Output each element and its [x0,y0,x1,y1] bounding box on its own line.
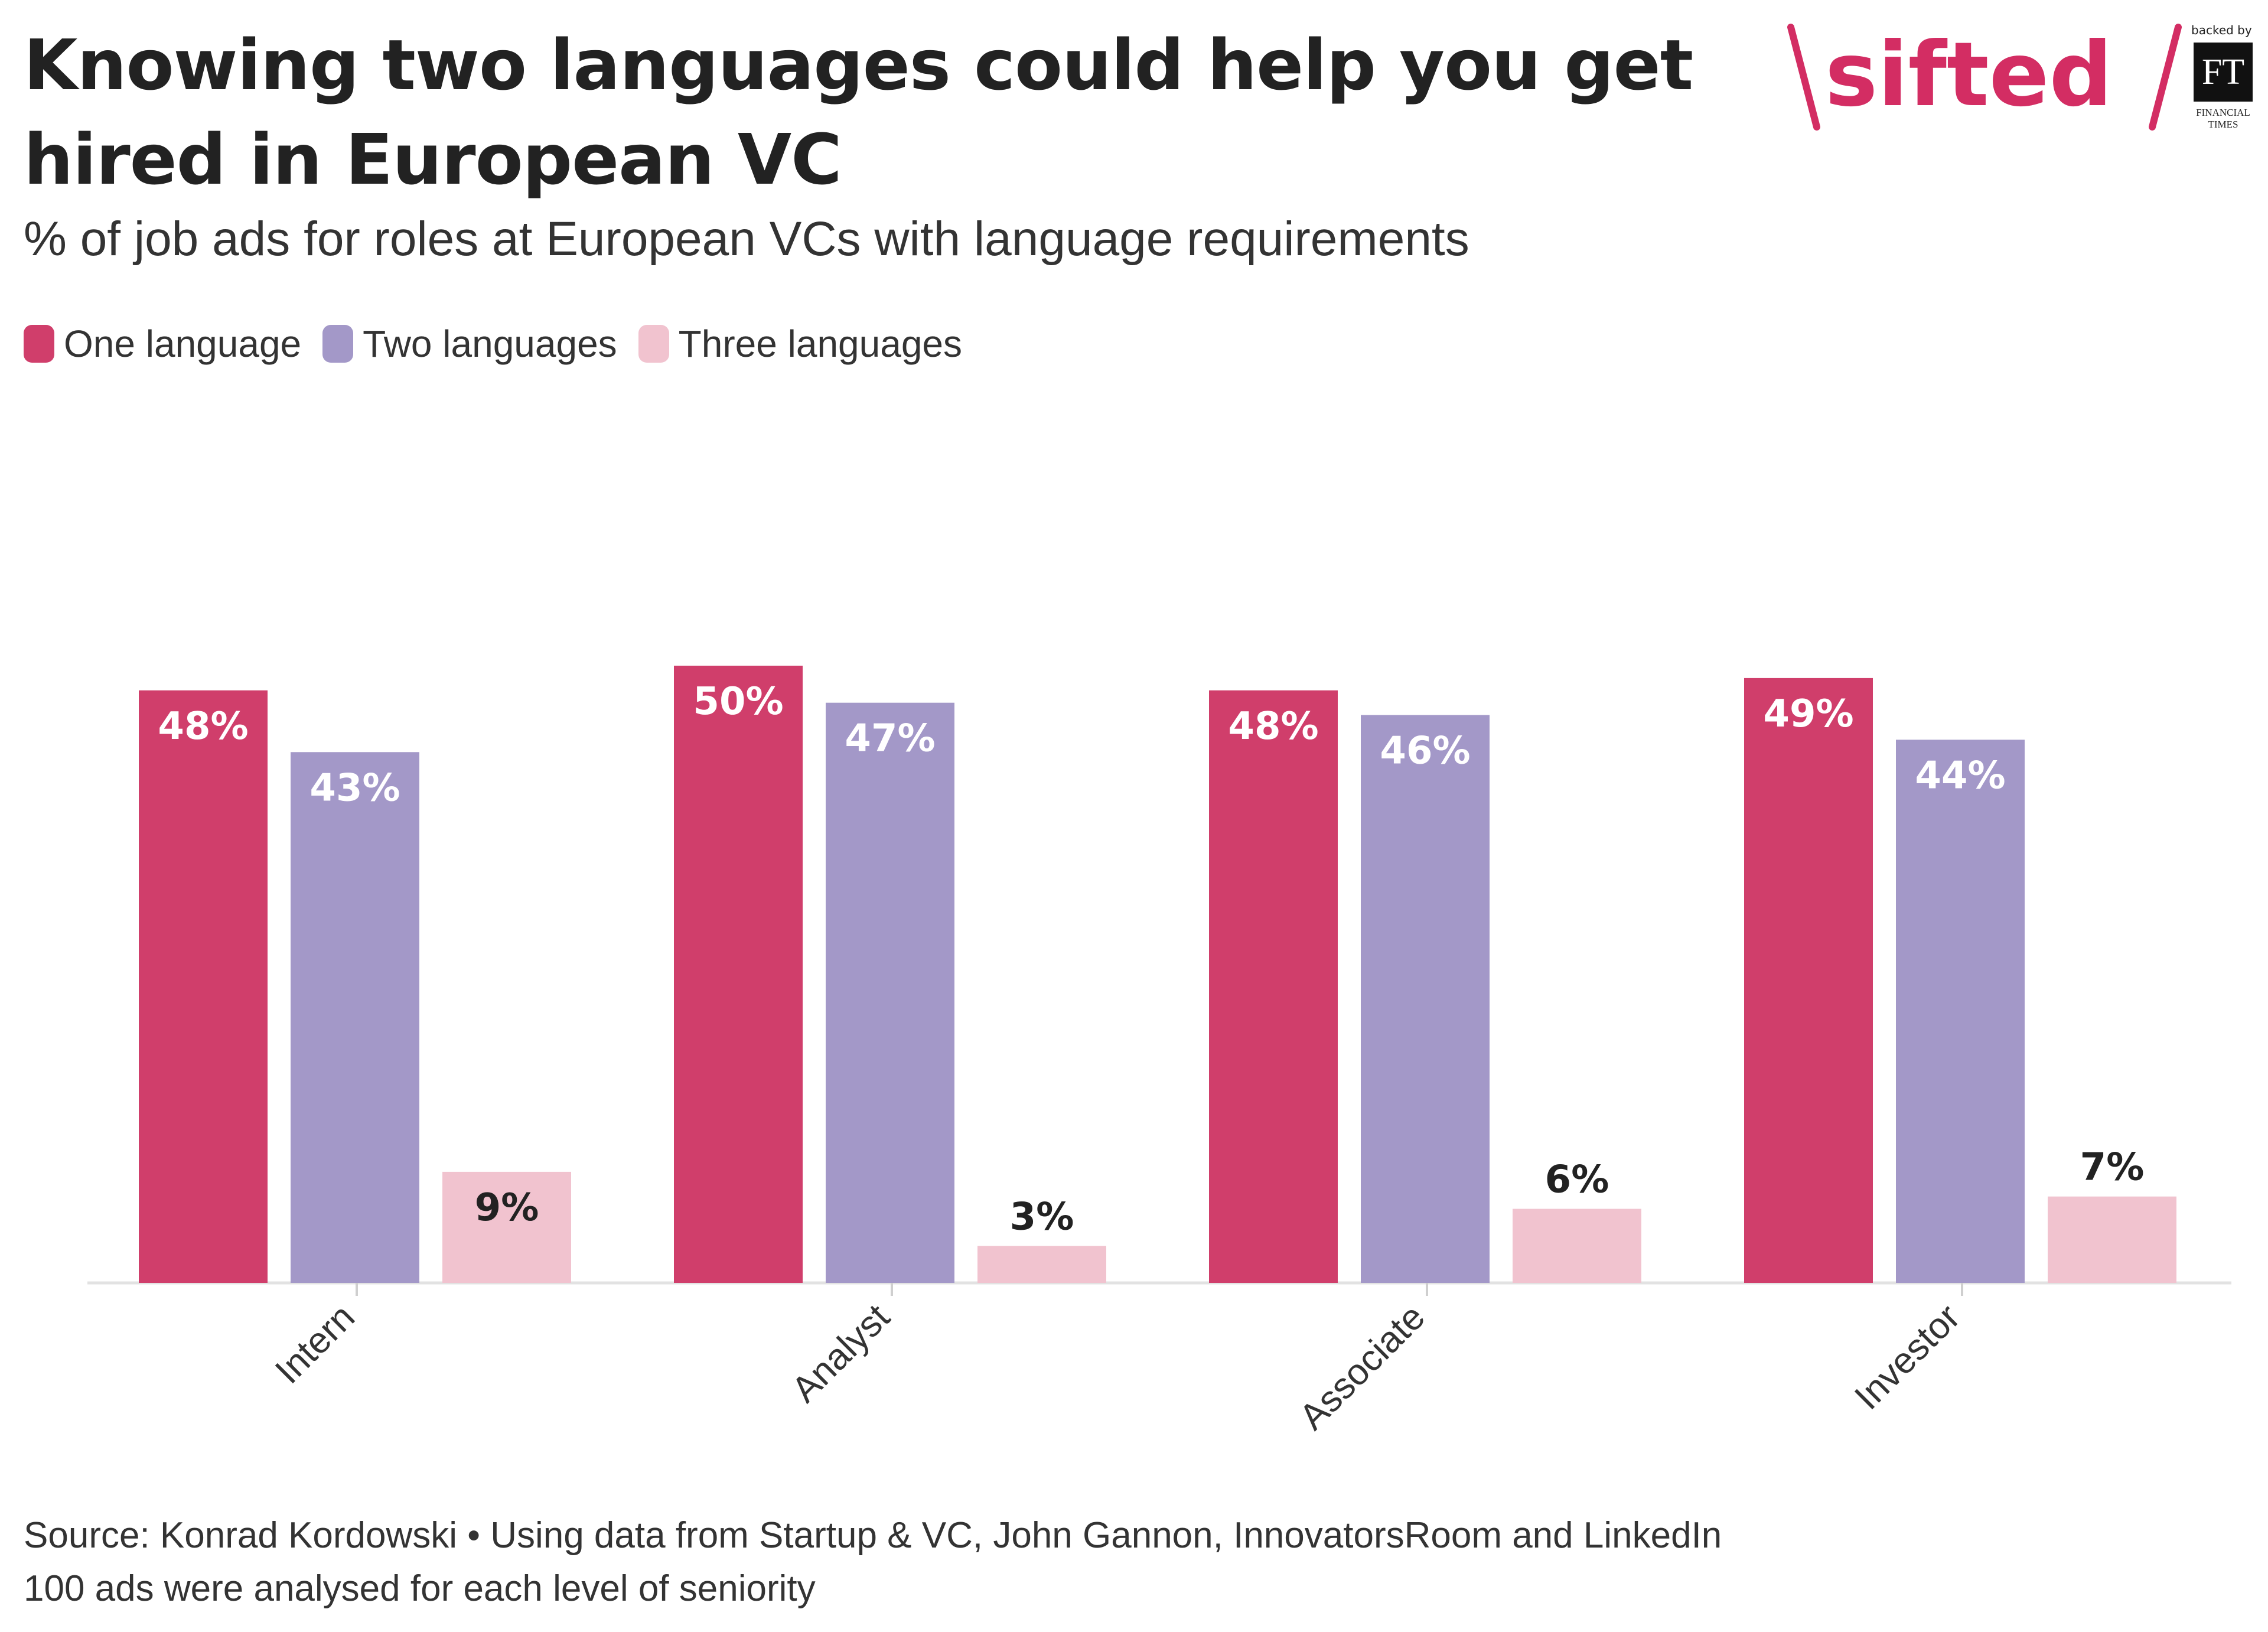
data-label-associate-three-languages: 6% [1545,1158,1609,1202]
bar-intern-one-language [139,690,268,1283]
sample-note-line: 100 ads were analysed for each level of … [24,1568,816,1609]
legend-label-three-languages: Three languages [678,323,962,365]
chart-subtitle: % of job ads for roles at European VCs w… [24,212,1469,266]
logo-backslash [1787,24,1820,131]
ft-financial-text: FINANCIAL [2196,107,2250,118]
bar-investor-one-language [1744,677,1873,1283]
legend-swatch-two-languages [322,325,354,363]
logo-backed-by: backed by [2191,23,2252,37]
logo-sifted-text: sifted [1825,24,2113,126]
data-label-investor-three-languages: 7% [2080,1146,2145,1190]
x-tick-label-associate: Associate [1292,1297,1433,1438]
legend-item-one-language: One language [24,322,301,366]
ft-icon-letters: FT [2202,52,2244,92]
data-label-intern-two-languages: 43% [309,766,400,810]
bar-analyst-three-languages [977,1246,1106,1283]
x-tick-label-intern: Intern [268,1297,363,1392]
data-label-associate-one-language: 48% [1228,705,1318,748]
ft-times-text: TIMES [2208,119,2238,130]
logo-slash [2149,24,2182,131]
source-note: Source: Konrad Kordowski • Using data fr… [24,1509,1722,1615]
ft-icon-box [2194,43,2253,102]
legend-swatch-one-language [24,325,54,363]
source-line: Source: Konrad Kordowski • Using data fr… [24,1515,1722,1556]
x-tick-label-investor: Investor [1847,1297,1968,1418]
legend-item-two-languages: Two languages [322,322,617,366]
legend-label-one-language: One language [64,323,302,365]
bar-intern-three-languages [442,1171,571,1283]
bar-analyst-two-languages [826,702,954,1283]
legend-item-three-languages: Three languages [638,322,962,366]
bar-associate-two-languages [1361,715,1490,1283]
data-label-analyst-three-languages: 3% [1010,1195,1074,1239]
data-label-intern-three-languages: 9% [475,1186,539,1230]
legend-swatch-three-languages [638,325,669,363]
x-tick-label-analyst: Analyst [784,1297,898,1411]
data-label-investor-one-language: 49% [1763,692,1853,736]
data-label-analyst-one-language: 50% [693,680,783,724]
chart-title: Knowing two languages could help you get… [24,24,1693,200]
legend-label-two-languages: Two languages [363,323,617,365]
data-label-intern-one-language: 48% [158,705,248,748]
data-label-associate-two-languages: 46% [1380,729,1470,773]
bar-intern-two-languages [291,752,419,1283]
bar-associate-three-languages [1513,1208,1641,1283]
bar-analyst-one-language [674,666,803,1283]
bar-investor-two-languages [1896,740,2025,1283]
bar-investor-three-languages [2048,1196,2176,1283]
data-label-analyst-two-languages: 47% [845,717,935,761]
bar-associate-one-language [1209,690,1338,1283]
legend: One language Two languages Three languag… [24,322,983,366]
data-label-investor-two-languages: 44% [1915,754,2005,797]
sifted-ft-logo: sifted backed by FT FINANCIAL TIMES [1787,23,2253,131]
